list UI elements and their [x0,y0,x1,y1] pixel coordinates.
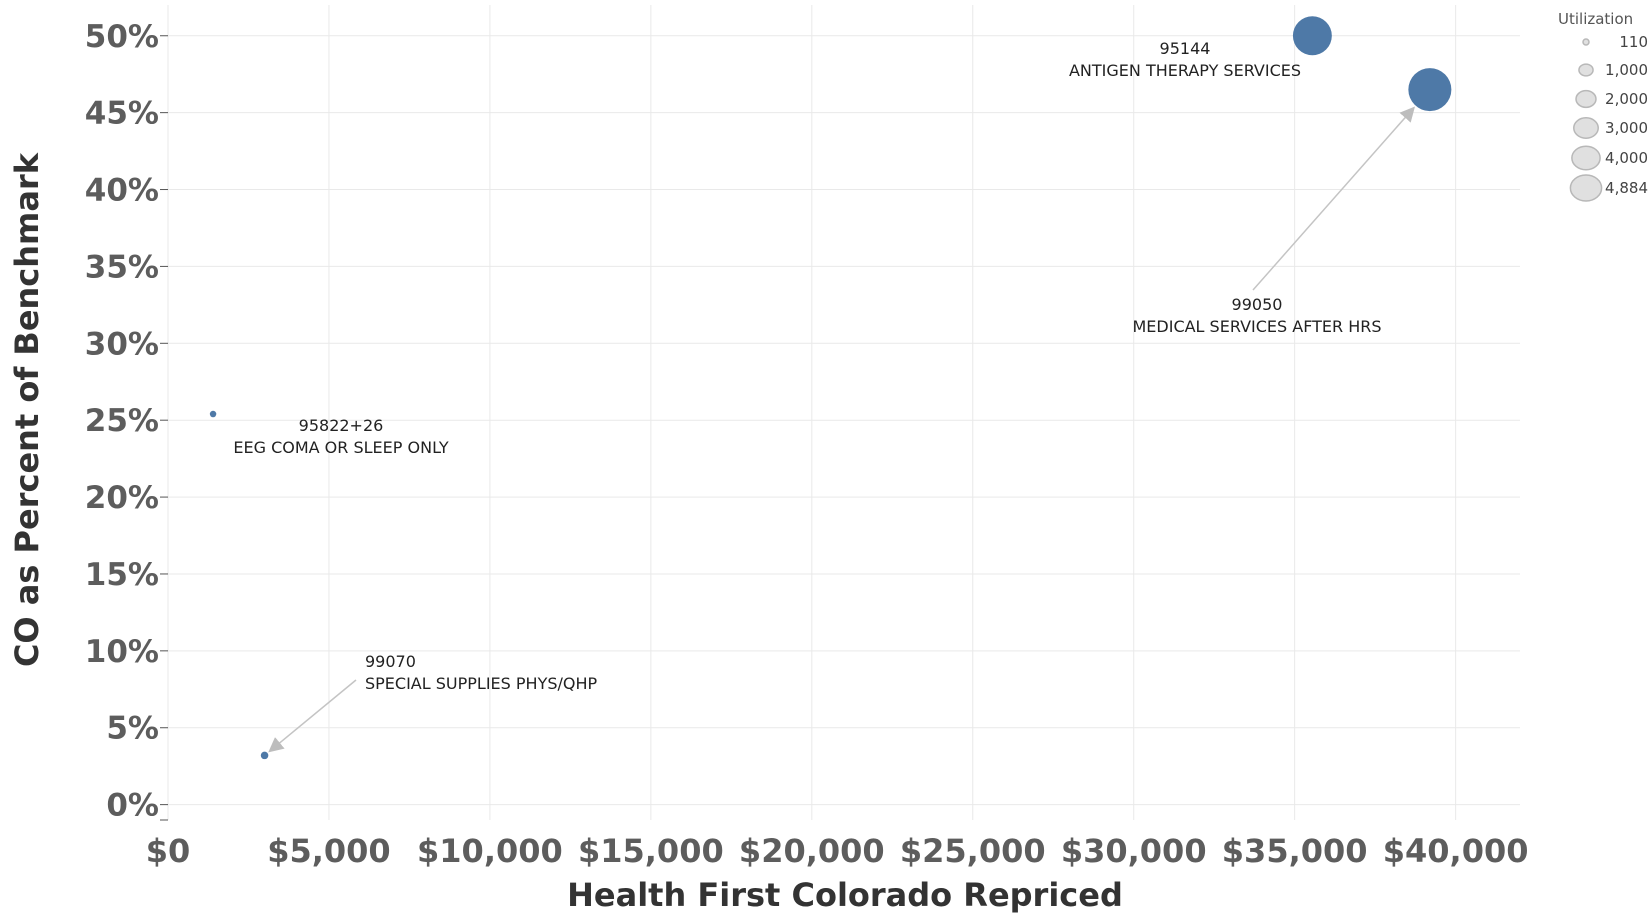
x-tick-label: $5,000 [267,832,390,870]
y-tick-label: 20% [85,480,159,516]
size-legend: Utilization 110 1,000 2,000 3,000 4,000 4,884 [1558,10,1648,202]
y-tick-label: 15% [85,557,159,593]
y-tick-label: 25% [85,403,159,439]
x-tick-label: $30,000 [1061,832,1207,870]
annotation-description: MEDICAL SERVICES AFTER HRS [1132,317,1381,336]
legend-size-circle [1582,38,1590,46]
legend-size-circle [1573,117,1599,139]
data-point-95144[interactable] [1292,16,1332,56]
grid-layer [167,5,1520,820]
x-tick-label: $40,000 [1383,832,1529,870]
legend-size-label: 2,000 [1605,90,1648,108]
annotation-code: 95822+26 [299,416,384,435]
legend-title: Utilization [1558,10,1633,28]
data-point-99070[interactable] [260,751,269,760]
y-tick-label: 50% [85,19,159,55]
x-axis-title: Health First Colorado Repriced [567,876,1123,914]
x-tick-label: $0 [146,832,191,870]
data-point-95822+26[interactable] [209,410,217,418]
annotation-arrow [268,679,357,753]
annotation-code: 99050 [1232,295,1283,314]
legend-size-label: 4,000 [1605,149,1648,167]
x-tick-label: $15,000 [578,832,724,870]
annotation-code: 99070 [365,652,416,671]
y-tick-label: 0% [106,788,159,824]
legend-size-circle [1578,63,1594,77]
annotation-layer: 95144 ANTIGEN THERAPY SERVICES 99050 MEDICA… [233,39,1415,753]
legend-size-label: 110 [1619,33,1648,51]
points-layer [209,16,1452,760]
x-tick-label: $10,000 [417,832,563,870]
annotation-description: ANTIGEN THERAPY SERVICES [1069,61,1301,80]
y-tick-label: 30% [85,326,159,362]
x-tick-label: $20,000 [739,832,885,870]
x-tick-label: $35,000 [1222,832,1368,870]
y-tick-label: 45% [85,96,159,132]
y-tick-label: 5% [106,711,159,747]
annotation-description: SPECIAL SUPPLIES PHYS/QHP [365,674,598,693]
x-tick-label: $25,000 [900,832,1046,870]
annotation-description: EEG COMA OR SLEEP ONLY [233,438,448,457]
y-tick-label: 35% [85,249,159,285]
legend-size-circle [1575,89,1597,109]
legend-size-circle [1569,174,1603,202]
data-point-99050[interactable] [1408,68,1452,112]
legend-size-label: 4,884 [1605,179,1648,197]
axes-layer: $0 $5,000 $10,000 $15,000 $20,000 $25,000 $30,… [85,19,1529,870]
y-tick-label: 10% [85,634,159,670]
legend-size-circle [1571,145,1601,171]
annotation-code: 95144 [1160,39,1211,58]
legend-size-label: 3,000 [1605,119,1648,137]
y-tick-label: 40% [85,173,159,209]
annotation-arrow [1252,106,1415,291]
legend-size-label: 1,000 [1605,61,1648,79]
y-axis-title: CO as Percent of Benchmark [8,152,46,667]
